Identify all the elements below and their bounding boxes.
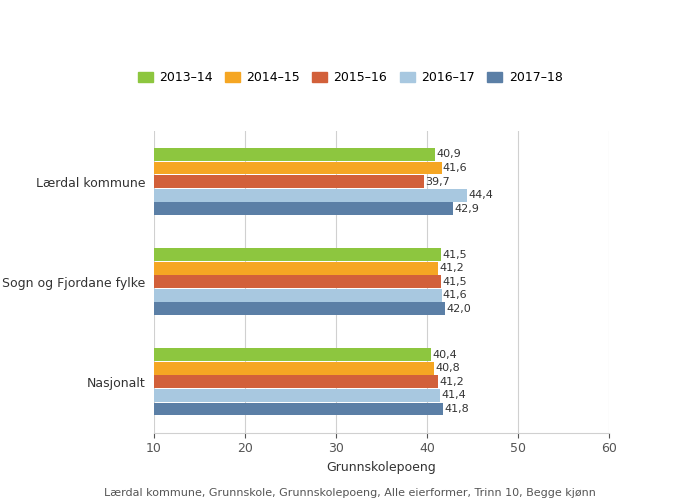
Bar: [154, 161, 442, 175]
Bar: [154, 375, 438, 388]
Bar: [154, 248, 441, 261]
Bar: [154, 148, 435, 161]
Bar: [154, 262, 438, 275]
Bar: [154, 175, 424, 188]
Text: 41,6: 41,6: [443, 290, 468, 300]
Bar: [154, 389, 440, 402]
Text: 40,9: 40,9: [437, 149, 461, 159]
Text: 41,6: 41,6: [443, 163, 468, 173]
Text: 40,4: 40,4: [432, 350, 457, 360]
Text: 41,8: 41,8: [444, 404, 470, 414]
Text: Lærdal kommune, Grunnskole, Grunnskolepoeng, Alle eierformer, Trinn 10, Begge kj: Lærdal kommune, Grunnskole, Grunnskolepo…: [104, 488, 596, 498]
Bar: [154, 202, 454, 215]
Text: 41,2: 41,2: [440, 377, 464, 387]
Text: 41,5: 41,5: [442, 277, 467, 287]
Text: 42,0: 42,0: [447, 304, 471, 314]
Legend: 2013–14, 2014–15, 2015–16, 2016–17, 2017–18: 2013–14, 2014–15, 2015–16, 2016–17, 2017…: [132, 66, 568, 90]
Text: 41,2: 41,2: [440, 263, 464, 273]
Bar: [154, 302, 445, 315]
Text: 41,5: 41,5: [442, 249, 467, 260]
Bar: [154, 362, 434, 375]
Text: 42,9: 42,9: [455, 204, 480, 214]
Text: 44,4: 44,4: [468, 190, 493, 200]
Bar: [154, 402, 443, 415]
Text: Grunnskolepoeng, gjennomsnitt: Grunnskolepoeng, gjennomsnitt: [158, 109, 372, 122]
X-axis label: Grunnskolepoeng: Grunnskolepoeng: [327, 461, 436, 474]
Text: 40,8: 40,8: [435, 363, 461, 373]
Text: 41,4: 41,4: [441, 390, 466, 400]
Bar: [154, 189, 467, 202]
Text: 39,7: 39,7: [426, 177, 450, 187]
Bar: [154, 275, 441, 288]
Bar: [154, 348, 430, 361]
Bar: [154, 289, 442, 302]
